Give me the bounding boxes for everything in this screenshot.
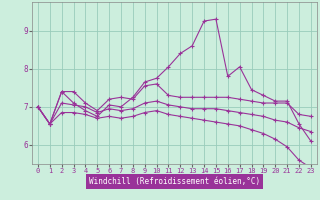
X-axis label: Windchill (Refroidissement éolien,°C): Windchill (Refroidissement éolien,°C): [89, 177, 260, 186]
